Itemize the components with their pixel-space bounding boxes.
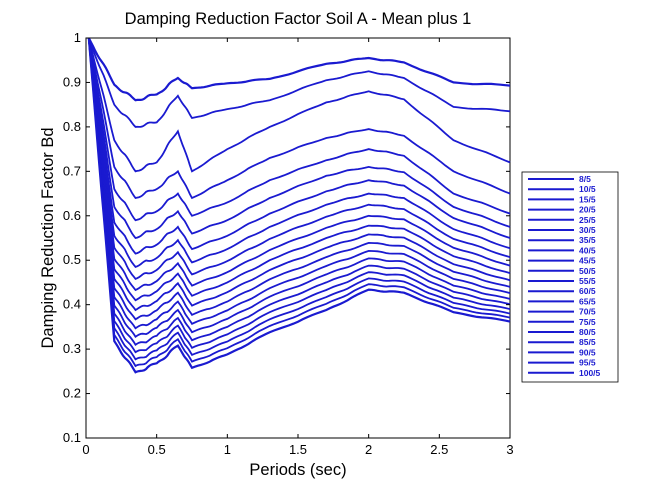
x-tick-label: 2.5 xyxy=(430,442,448,457)
series-line-30-5 xyxy=(87,37,511,240)
legend-entry: 70/5 xyxy=(579,307,596,317)
series-line-25-5 xyxy=(87,37,511,222)
legend-entry: 75/5 xyxy=(579,317,596,327)
legend-entry: 35/5 xyxy=(579,235,596,245)
legend-entry: 30/5 xyxy=(579,225,596,235)
y-tick-label: 0.4 xyxy=(63,297,81,312)
series-line-70-5 xyxy=(87,37,511,330)
y-tick-label: 0.7 xyxy=(63,163,81,178)
y-tick-label: 0.5 xyxy=(63,252,81,267)
series-line-40-5 xyxy=(87,37,511,268)
y-axis-label: Damping Reduction Factor Bd xyxy=(39,127,57,348)
series-line-75-5 xyxy=(87,37,511,338)
x-tick-label: 0 xyxy=(82,442,89,457)
legend-entry: 95/5 xyxy=(579,358,596,368)
legend-entry: 45/5 xyxy=(579,256,596,266)
y-tick-label: 0.2 xyxy=(63,386,81,401)
x-axis-label: Periods (sec) xyxy=(249,461,346,479)
series-line-95-5 xyxy=(87,37,511,368)
ticks-group: 0 0.5 1 1.5 2 2.5 3 0.1 0.2 0.3 0.4 0.5 0.6 0.7 0.8 0.9… xyxy=(63,30,514,457)
series-line-60-5 xyxy=(87,37,511,312)
legend-entry: 80/5 xyxy=(579,327,596,337)
legend-entry: 100/5 xyxy=(579,368,601,378)
legend-entry: 90/5 xyxy=(579,347,596,357)
series-line-50-5 xyxy=(87,37,511,292)
legend-entry: 65/5 xyxy=(579,296,596,306)
legend-entry: 60/5 xyxy=(579,286,596,296)
legend-entry: 55/5 xyxy=(579,276,596,286)
series-line-100-5 xyxy=(87,37,511,374)
x-tick-label: 0.5 xyxy=(148,442,166,457)
x-tick-label: 1 xyxy=(224,442,231,457)
y-tick-label: 1 xyxy=(74,30,81,45)
y-tick-label: 0.8 xyxy=(63,119,81,134)
series-line-45-5 xyxy=(87,37,511,280)
y-tick-label: 0.1 xyxy=(63,430,81,445)
series-line-90-5 xyxy=(87,37,511,361)
series-line-35-5 xyxy=(87,37,511,255)
legend-entry: 15/5 xyxy=(579,194,596,204)
legend-entry: 50/5 xyxy=(579,266,596,276)
legend-entry: 85/5 xyxy=(579,337,596,347)
series-line-15-5 xyxy=(87,37,511,173)
series-line-65-5 xyxy=(87,37,511,321)
legend-entry: 25/5 xyxy=(579,215,596,225)
y-tick-label: 0.3 xyxy=(63,341,81,356)
x-tick-label: 2 xyxy=(365,442,372,457)
x-tick-label: 1.5 xyxy=(289,442,307,457)
legend-entry: 40/5 xyxy=(579,245,596,255)
legend-entry: 8/5 xyxy=(579,174,591,184)
legend-entry: 10/5 xyxy=(579,184,596,194)
series-group xyxy=(87,37,511,374)
series-line-55-5 xyxy=(87,37,511,302)
y-tick-label: 0.9 xyxy=(63,74,81,89)
x-tick-label: 3 xyxy=(506,442,513,457)
series-line-10-5 xyxy=(87,37,511,128)
series-line-85-5 xyxy=(87,37,511,354)
series-line-20-5 xyxy=(87,37,511,200)
legend-frame xyxy=(521,171,619,383)
chart-title: Damping Reduction Factor Soil A - Mean p… xyxy=(125,10,472,28)
legend-entry: 20/5 xyxy=(579,205,596,215)
y-tick-label: 0.6 xyxy=(63,208,81,223)
series-line-80-5 xyxy=(87,37,511,346)
legend: 8/510/515/520/525/530/535/540/545/550/55… xyxy=(521,171,619,383)
series-line-8-5 xyxy=(87,37,511,102)
